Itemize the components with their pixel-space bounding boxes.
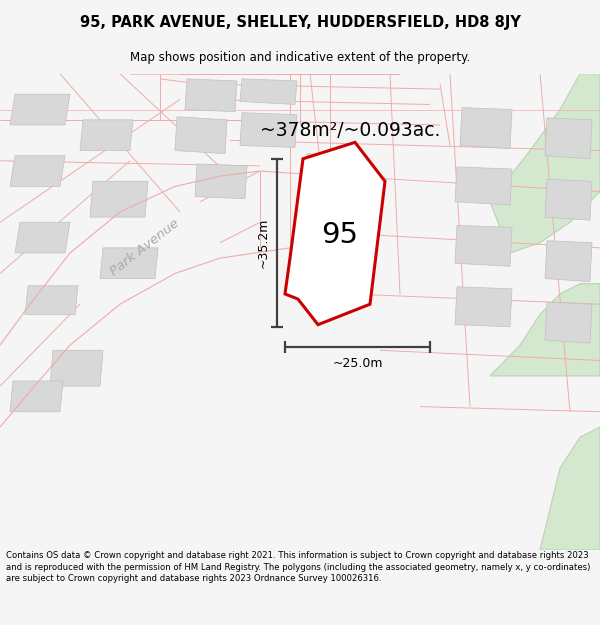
Polygon shape xyxy=(545,302,592,343)
Polygon shape xyxy=(490,74,600,253)
Text: ~378m²/~0.093ac.: ~378m²/~0.093ac. xyxy=(260,121,440,139)
Text: Park Avenue: Park Avenue xyxy=(108,217,182,279)
Text: Map shows position and indicative extent of the property.: Map shows position and indicative extent… xyxy=(130,51,470,64)
Polygon shape xyxy=(15,222,70,253)
Polygon shape xyxy=(90,181,148,217)
Polygon shape xyxy=(455,226,512,266)
Polygon shape xyxy=(455,167,512,205)
Polygon shape xyxy=(10,156,65,186)
Text: Contains OS data © Crown copyright and database right 2021. This information is : Contains OS data © Crown copyright and d… xyxy=(6,551,590,583)
Polygon shape xyxy=(25,286,78,314)
Polygon shape xyxy=(195,164,247,199)
Polygon shape xyxy=(185,79,237,112)
Text: 95: 95 xyxy=(322,221,359,249)
Polygon shape xyxy=(80,120,133,151)
Polygon shape xyxy=(10,381,63,412)
Polygon shape xyxy=(490,284,600,376)
Polygon shape xyxy=(285,142,385,324)
Polygon shape xyxy=(455,287,512,327)
Polygon shape xyxy=(460,107,512,149)
Polygon shape xyxy=(545,118,592,159)
Polygon shape xyxy=(545,241,592,282)
Polygon shape xyxy=(10,94,70,125)
Text: 95, PARK AVENUE, SHELLEY, HUDDERSFIELD, HD8 8JY: 95, PARK AVENUE, SHELLEY, HUDDERSFIELD, … xyxy=(80,14,520,29)
Polygon shape xyxy=(240,79,297,104)
Text: ~35.2m: ~35.2m xyxy=(257,217,269,268)
Polygon shape xyxy=(50,350,103,386)
Polygon shape xyxy=(540,427,600,550)
Polygon shape xyxy=(545,179,592,220)
Text: ~25.0m: ~25.0m xyxy=(332,357,383,370)
Polygon shape xyxy=(175,117,227,154)
Polygon shape xyxy=(240,112,297,148)
Polygon shape xyxy=(305,154,347,189)
Polygon shape xyxy=(310,210,352,245)
Polygon shape xyxy=(100,248,158,279)
